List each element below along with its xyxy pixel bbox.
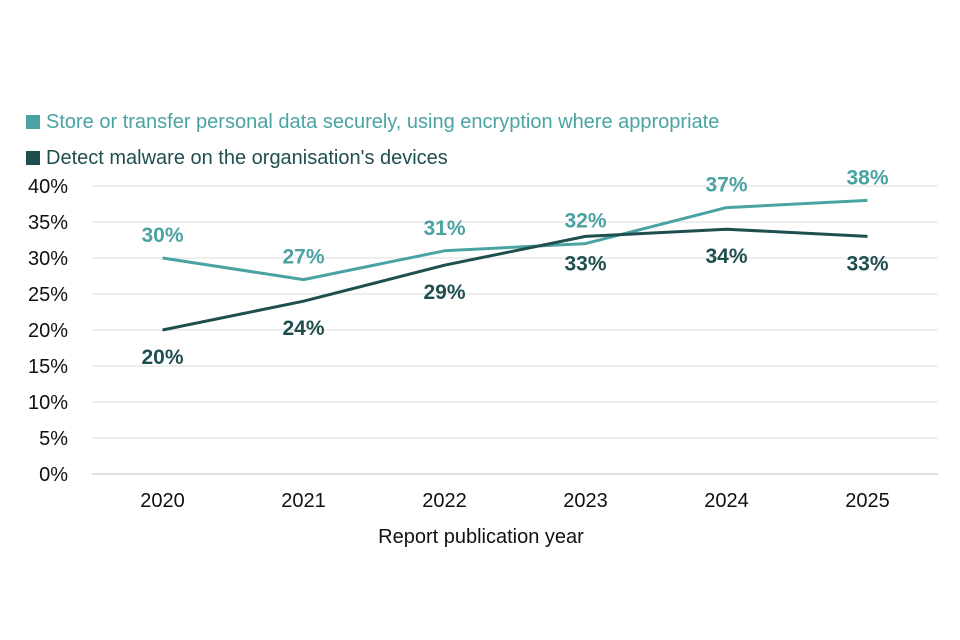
data-label: 31%	[423, 217, 465, 240]
y-tick-label: 35%	[28, 212, 68, 234]
data-labels: 30% 27% 31% 32% 37% 38% 20% 24% 29% 33% 34% 33%	[141, 166, 888, 369]
y-tick-label: 40%	[28, 176, 68, 198]
x-tick-label: 2025	[845, 490, 890, 512]
gridlines	[92, 185, 938, 475]
data-label: 37%	[705, 174, 747, 197]
legend-label-encryption: Store or transfer personal data securely…	[46, 110, 720, 133]
legend-swatch-malware	[26, 151, 40, 165]
x-tick-label: 2023	[563, 490, 608, 512]
x-tick-label: 2024	[704, 490, 749, 512]
series-line-0	[162, 198, 868, 282]
data-label: 38%	[846, 166, 888, 189]
x-tick-label: 2021	[281, 490, 326, 512]
y-axis-ticks: 0% 5% 10% 15% 20% 25% 30% 35% 40%	[28, 176, 68, 486]
x-tick-label: 2022	[422, 490, 467, 512]
legend-label-malware: Detect malware on the organisation's dev…	[46, 146, 448, 169]
data-label: 33%	[564, 252, 606, 275]
data-label: 32%	[564, 210, 606, 233]
data-label: 34%	[705, 245, 747, 268]
data-label: 29%	[423, 281, 465, 304]
data-label: 30%	[141, 224, 183, 247]
chart-legend: Store or transfer personal data securely…	[26, 104, 719, 176]
data-label: 33%	[846, 252, 888, 275]
y-tick-label: 20%	[28, 320, 68, 342]
data-label: 24%	[282, 317, 324, 340]
y-tick-label: 15%	[28, 356, 68, 378]
data-label: 20%	[141, 346, 183, 369]
y-tick-label: 30%	[28, 248, 68, 270]
y-tick-label: 25%	[28, 284, 68, 306]
x-axis-ticks: 2020 2021 2022 2023 2024 2025	[140, 490, 890, 512]
legend-item-malware: Detect malware on the organisation's dev…	[26, 140, 719, 176]
legend-item-encryption: Store or transfer personal data securely…	[26, 104, 719, 140]
y-tick-label: 5%	[39, 428, 68, 450]
y-tick-label: 0%	[39, 464, 68, 486]
y-tick-label: 10%	[28, 392, 68, 414]
series-lines	[162, 198, 868, 332]
legend-swatch-encryption	[26, 115, 40, 129]
x-axis-title: Report publication year	[378, 526, 584, 548]
data-label: 27%	[282, 246, 324, 269]
series-line-1	[162, 227, 868, 332]
x-tick-label: 2020	[140, 490, 185, 512]
